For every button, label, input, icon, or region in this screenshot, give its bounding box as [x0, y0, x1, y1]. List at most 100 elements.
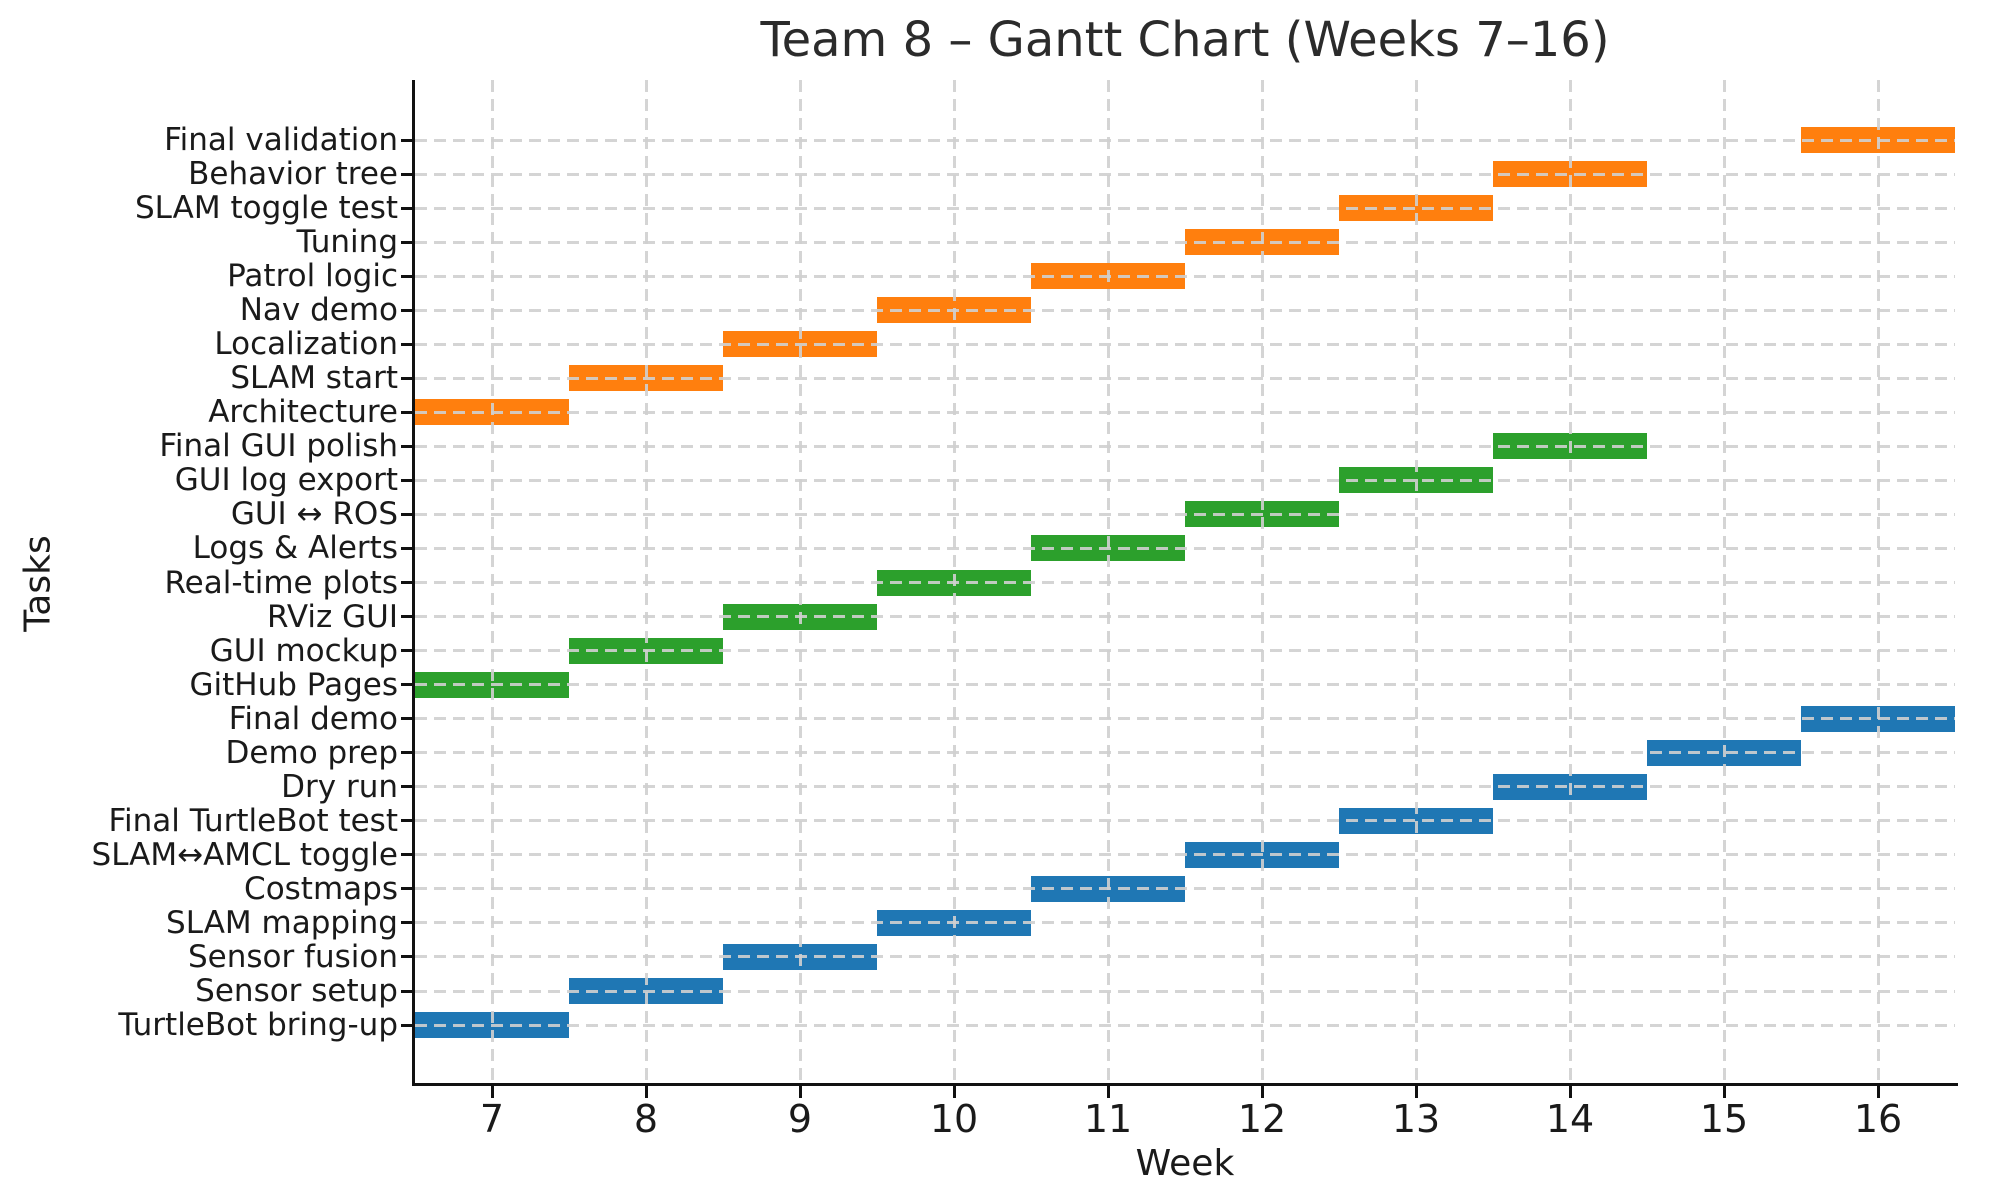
y-gridline: [415, 410, 1955, 414]
task-label: Sensor fusion: [187, 938, 398, 975]
y-tick: [401, 615, 413, 619]
task-label: RViz GUI: [267, 598, 398, 635]
y-gridline: [415, 649, 1955, 653]
task-label: Sensor setup: [195, 973, 398, 1009]
y-gridline: [415, 138, 1955, 142]
x-gridline: [1414, 80, 1418, 1083]
y-tick: [401, 240, 413, 244]
x-tick-label: 11: [1083, 1097, 1133, 1141]
chart-title: Team 8 – Gantt Chart (Weeks 7–16): [760, 12, 1610, 68]
y-tick: [401, 172, 413, 176]
y-gridline: [415, 206, 1955, 210]
y-gridline: [415, 615, 1955, 619]
task-label: Nav demo: [239, 292, 398, 329]
y-gridline: [415, 989, 1955, 993]
x-gridline: [1722, 80, 1726, 1083]
task-label: SLAM start: [230, 360, 398, 397]
y-tick: [401, 717, 413, 721]
y-gridline: [415, 376, 1955, 380]
x-tick-label: 15: [1699, 1097, 1749, 1141]
x-tick-label: 14: [1545, 1097, 1595, 1141]
y-gridline: [415, 717, 1955, 721]
y-tick: [401, 376, 413, 380]
x-tick: [798, 1086, 802, 1098]
y-tick: [401, 887, 413, 891]
task-label: Localization: [214, 326, 398, 363]
y-tick: [401, 581, 413, 585]
task-label: Dry run: [281, 768, 398, 805]
y-gridline: [415, 172, 1955, 176]
y-gridline: [415, 478, 1955, 482]
x-tick-label: 13: [1391, 1097, 1441, 1141]
y-gridline: [415, 683, 1955, 687]
task-label: Tuning: [296, 224, 398, 261]
x-tick: [1876, 1086, 1880, 1098]
y-gridline: [415, 444, 1955, 448]
x-tick: [1106, 1086, 1110, 1098]
x-gridline: [1106, 80, 1110, 1083]
x-tick: [644, 1086, 648, 1098]
x-gridline: [798, 80, 802, 1083]
y-gridline: [415, 581, 1955, 585]
y-tick: [401, 512, 413, 516]
y-axis-spine: [412, 80, 415, 1086]
y-tick: [401, 274, 413, 278]
x-tick: [1722, 1086, 1726, 1098]
task-label: Real-time plots: [164, 564, 398, 601]
task-label: Costmaps: [244, 870, 398, 907]
plot-area: [415, 80, 1955, 1083]
y-gridline: [415, 342, 1955, 346]
x-tick: [1568, 1086, 1572, 1098]
x-gridline: [1260, 80, 1264, 1083]
y-tick: [401, 785, 413, 789]
x-tick: [490, 1086, 494, 1098]
task-label: Final demo: [228, 700, 398, 737]
y-tick: [401, 342, 413, 346]
y-tick: [401, 478, 413, 482]
y-tick: [401, 853, 413, 857]
y-gridline: [415, 274, 1955, 278]
y-tick: [401, 206, 413, 210]
x-tick-label: 12: [1237, 1097, 1287, 1141]
y-gridline: [415, 887, 1955, 891]
y-tick: [401, 546, 413, 550]
task-label: TurtleBot bring-up: [118, 1007, 398, 1044]
x-gridline: [490, 80, 494, 1083]
task-label: SLAM mapping: [166, 904, 398, 941]
x-gridline: [644, 80, 648, 1083]
y-tick: [401, 819, 413, 823]
y-tick: [401, 410, 413, 414]
x-axis-spine: [412, 1083, 1958, 1086]
y-tick: [401, 308, 413, 312]
x-axis-label: Week: [1135, 1143, 1235, 1184]
y-tick: [401, 921, 413, 925]
y-gridline: [415, 921, 1955, 925]
y-gridline: [415, 785, 1955, 789]
y-tick: [401, 751, 413, 755]
x-tick: [1414, 1086, 1418, 1098]
task-label: GUI log export: [174, 462, 398, 499]
y-gridline: [415, 955, 1955, 959]
y-tick: [401, 955, 413, 959]
y-gridline: [415, 240, 1955, 244]
task-label: GitHub Pages: [189, 666, 398, 703]
y-gridline: [415, 308, 1955, 312]
task-label: SLAM↔AMCL toggle: [91, 836, 398, 873]
y-gridline: [415, 512, 1955, 516]
task-label: Final GUI polish: [159, 428, 398, 465]
task-label: Patrol logic: [227, 258, 398, 295]
task-label: SLAM toggle test: [134, 190, 398, 227]
y-gridline: [415, 1023, 1955, 1027]
task-label: Logs & Alerts: [192, 530, 398, 567]
y-tick: [401, 649, 413, 653]
y-tick: [401, 444, 413, 448]
task-label: Demo prep: [225, 734, 398, 771]
x-gridline: [1568, 80, 1572, 1083]
y-gridline: [415, 853, 1955, 857]
y-tick: [401, 1023, 413, 1027]
task-label: GUI mockup: [209, 632, 398, 669]
y-gridline: [415, 751, 1955, 755]
y-tick: [401, 989, 413, 993]
x-gridline: [952, 80, 956, 1083]
